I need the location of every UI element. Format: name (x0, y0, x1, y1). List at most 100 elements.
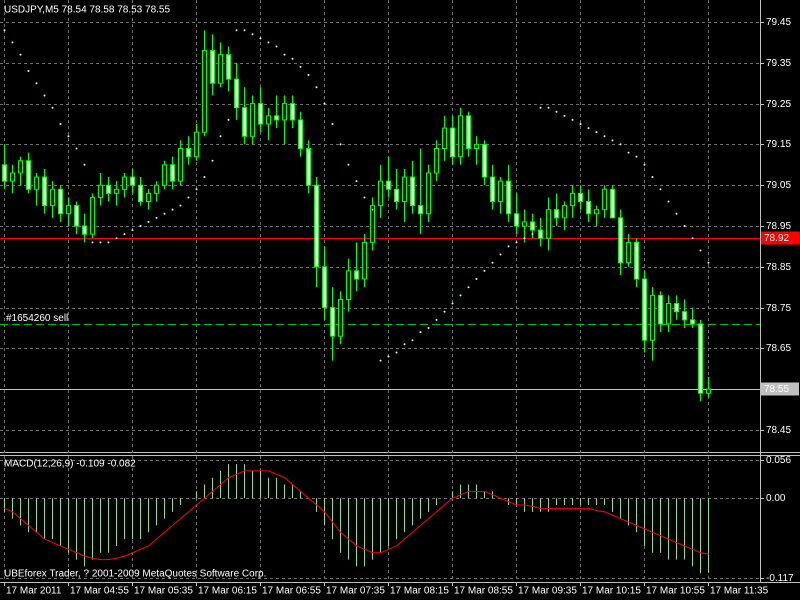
sar-dot (483, 269, 486, 272)
candle-body (378, 180, 383, 207)
y-tick-label: 0.00 (766, 493, 786, 504)
candle-body (586, 201, 591, 215)
sar-dot (411, 339, 414, 342)
sar-dot (435, 318, 438, 321)
y-tick-label: 79.35 (766, 58, 791, 69)
y-tick-label: 78.65 (766, 343, 791, 354)
candle-body (42, 176, 47, 207)
sar-dot (35, 82, 38, 85)
y-tick-label: 78.75 (766, 303, 791, 314)
candle-body (546, 209, 551, 239)
candle-body (290, 103, 295, 121)
sar-dot (179, 204, 182, 207)
candle-body (362, 241, 367, 280)
candle-body (482, 143, 487, 178)
sar-dot (51, 106, 54, 109)
candle-body (690, 319, 695, 325)
sar-dot (339, 143, 342, 146)
x-tick-label: 17 Mar 2011 (6, 586, 62, 597)
sar-dot (99, 241, 102, 244)
y-tick-label: -0.117 (766, 573, 794, 584)
sar-dot (355, 180, 358, 183)
sar-dot (627, 151, 630, 154)
sar-dot (227, 118, 230, 121)
sar-dot (267, 41, 270, 44)
candle-body (642, 278, 647, 341)
x-tick-label: 17 Mar 06:55 (262, 586, 321, 597)
y-tick-label: 0.056 (766, 455, 791, 466)
candle-body (322, 266, 327, 309)
order-label: #1654260 sell (6, 313, 68, 324)
sar-dot (307, 74, 310, 77)
candle-body (666, 303, 671, 325)
sar-dot (683, 225, 686, 227)
x-tick-label: 17 Mar 10:55 (646, 586, 705, 597)
sar-dot (299, 65, 302, 68)
sar-dot (451, 302, 454, 305)
sar-dot (667, 200, 670, 203)
sar-dot (11, 41, 14, 44)
sar-dot (163, 212, 166, 215)
candle-body (226, 54, 231, 80)
sar-dot (91, 241, 94, 244)
candle-body (626, 241, 631, 264)
candle-body (82, 225, 87, 235)
candle-body (122, 176, 127, 190)
sar-dot (243, 29, 246, 32)
sar-dot (3, 29, 6, 32)
sar-dot (331, 123, 334, 126)
sar-dot (491, 261, 494, 264)
candle-body (58, 188, 63, 215)
candle-body (66, 205, 71, 215)
candle-body (418, 205, 423, 215)
candle-body (434, 147, 439, 174)
candle-body (538, 229, 543, 239)
candle-body (98, 184, 103, 198)
candle-body (346, 270, 351, 300)
sar-dot (699, 249, 702, 252)
candle-body (282, 103, 287, 121)
sar-dot (467, 286, 470, 289)
sar-dot (139, 225, 142, 227)
candle-body (514, 213, 519, 227)
price-label-box (761, 231, 799, 245)
sar-dot (635, 155, 638, 158)
candle-body (674, 303, 679, 313)
candle-body (426, 172, 431, 215)
candle-body (706, 388, 711, 394)
candle-body (18, 160, 23, 174)
candle-body (394, 188, 399, 203)
indicator-title: MACD(12,26,9) -0.109 -0.082 (4, 459, 136, 470)
sar-dot (131, 229, 134, 232)
sar-dot (187, 196, 190, 199)
sar-dot (123, 233, 126, 236)
candle-body (162, 164, 167, 186)
sar-dot (619, 143, 622, 146)
sar-dot (651, 176, 654, 179)
candle-body (594, 209, 599, 215)
candle-body (650, 294, 655, 341)
candle-body (370, 205, 375, 243)
candle-body (562, 205, 567, 219)
sar-dot (387, 355, 390, 358)
sar-dot (427, 326, 430, 329)
footer: UBEforex Trader, ? 2001-2009 MetaQuotes … (4, 569, 266, 580)
candle-body (74, 205, 79, 227)
candle-body (506, 180, 511, 215)
x-tick-label: 17 Mar 10:15 (582, 586, 641, 597)
candle-body (698, 323, 703, 394)
sar-dot (107, 241, 110, 244)
candle-body (194, 131, 199, 158)
y-tick-label: 79.15 (766, 139, 791, 150)
sar-dot (115, 237, 118, 240)
sar-dot (579, 123, 582, 126)
candle-body (530, 221, 535, 231)
sar-dot (195, 188, 198, 191)
candle-body (258, 103, 263, 125)
y-tick-label: 78.95 (766, 221, 791, 232)
candle-body (298, 119, 303, 149)
sar-dot (459, 294, 462, 297)
sar-dot (643, 163, 646, 166)
sar-dot (515, 241, 518, 244)
